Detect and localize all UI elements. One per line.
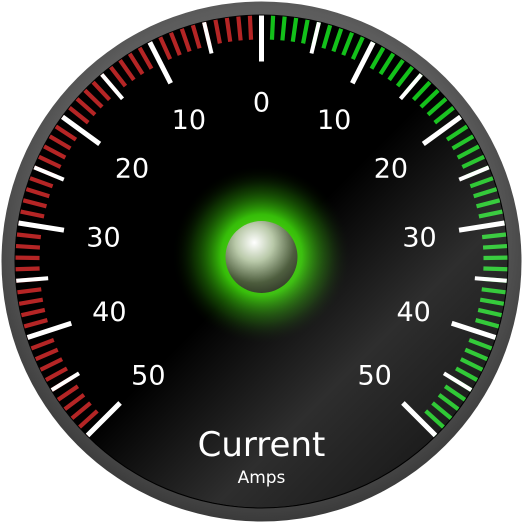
glass-sheen — [15, 15, 508, 508]
